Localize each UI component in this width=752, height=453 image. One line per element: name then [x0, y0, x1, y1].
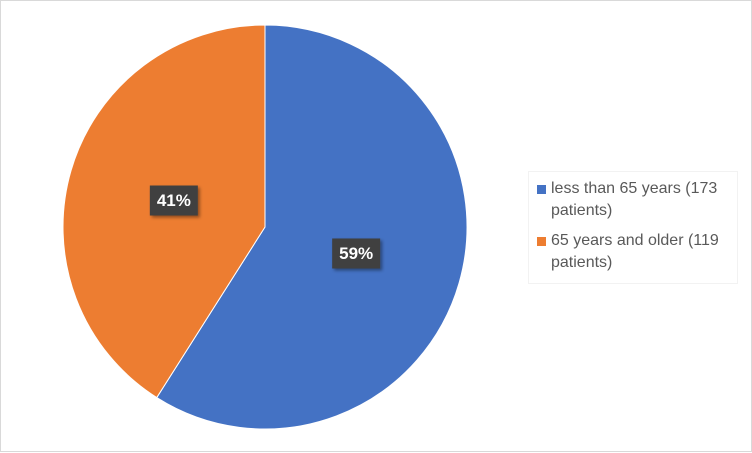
legend-swatch [537, 185, 546, 194]
legend: less than 65 years (173 patients) 65 year… [528, 171, 738, 284]
value-label: 41% [157, 191, 191, 210]
legend-swatch [537, 237, 546, 246]
value-label: 59% [339, 244, 373, 263]
pie-slice [156, 24, 468, 430]
legend-item: 65 years and older (119 patients) [537, 230, 729, 274]
legend-label: 65 years and older (119 patients) [551, 232, 719, 271]
value-label-box [149, 185, 198, 216]
legend-label: less than 65 years (173 patients) [551, 180, 718, 219]
legend-item: less than 65 years (173 patients) [537, 178, 729, 222]
value-label-box [332, 238, 381, 269]
